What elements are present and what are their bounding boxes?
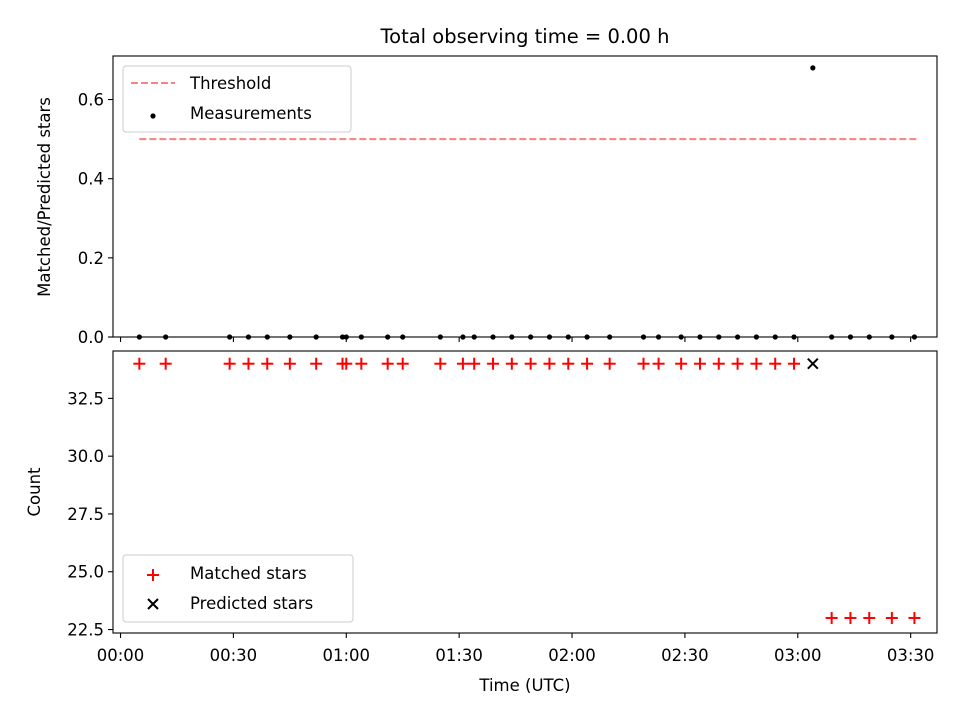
top-y-ticks: 0.0 0.2 0.4 0.6 [78,91,113,347]
top-panel: Total observing time = 0.00 h 0.00.20.40… [35,25,938,347]
bottom-y-tick-label: 25.0 [67,563,104,582]
matched-star-point [223,357,236,370]
matched-star-point [133,357,146,370]
matched-star-point [581,357,594,370]
matched-star-point [637,357,650,370]
matched-star-point [340,357,353,370]
matched-star-point [381,357,394,370]
threshold-legend-label: Threshold [189,74,271,93]
x-tick-label: 02:00 [548,646,596,665]
predicted-stars-legend-swatch [147,598,159,610]
bottom-y-tick-label: 27.5 [67,505,104,524]
matched-star-point [788,357,801,370]
measurement-point [810,65,816,71]
matched-star-point [468,357,481,370]
bottom-y-tick-label: 32.5 [67,389,104,408]
matched-star-point [603,357,616,370]
matched-star-point [261,357,274,370]
matched-star-point [524,357,537,370]
matched-star-point [675,357,688,370]
measurements-legend-label: Measurements [190,104,312,123]
top-y-tick-label: 0.0 [78,328,104,347]
top-y-tick-label: 0.6 [78,91,104,110]
matched-star-point [863,611,876,624]
matched-star-point [908,611,921,624]
matched-star-point [712,357,725,370]
bottom-legend-box [122,554,354,623]
bottom-panel: 22.5 25.0 27.5 30.0 32.5 00:00 00:30 01:00 01:3… [25,350,938,695]
top-axes-frame [112,55,938,338]
top-legend: Threshold Measurements [122,65,352,133]
top-legend-box [122,65,352,133]
matched-star-point [396,357,409,370]
matched-star-point [434,357,447,370]
bottom-x-ticks: 00:00 00:30 01:00 01:30 02:00 02:30 03:00 03:30 [97,633,935,665]
top-y-tick-label: 0.2 [78,249,104,268]
top-x-ticks [119,337,912,342]
matched-star-point [505,357,518,370]
matched-star-point [844,611,857,624]
bottom-plot-marks [133,357,921,624]
matched-star-point [487,357,500,370]
matched-star-point [885,611,898,624]
x-tick-label: 01:00 [322,646,370,665]
top-y-tick-label: 0.4 [78,170,104,189]
chart-title: Total observing time = 0.00 h [380,25,670,48]
bottom-axes-frame [112,350,938,634]
matched-star-point [750,357,763,370]
matched-stars-legend-label: Matched stars [190,564,307,583]
x-tick-label: 03:00 [774,646,822,665]
matched-star-point [355,357,368,370]
top-y-axis-label: Matched/Predicted stars [35,97,54,297]
matched-star-point [283,357,296,370]
top-plot-marks [136,65,919,340]
x-axis-label: Time (UTC) [478,676,570,695]
matched-star-point [825,611,838,624]
matched-star-point [731,357,744,370]
x-tick-label: 00:00 [97,646,145,665]
bottom-legend: Matched stars Predicted stars [122,554,354,623]
matched-star-point [159,357,172,370]
matched-star-point [693,357,706,370]
matched-star-point [310,357,323,370]
x-tick-label: 03:30 [887,646,935,665]
matched-star-point [456,357,469,370]
matched-star-point [652,357,665,370]
matched-star-point [769,357,782,370]
x-tick-label: 02:30 [661,646,709,665]
measurements-legend-swatch [150,113,156,119]
matched-star-point [543,357,556,370]
bottom-y-tick-label: 30.0 [67,447,104,466]
bottom-y-ticks: 22.5 25.0 27.5 30.0 32.5 [67,389,113,640]
bottom-y-tick-label: 22.5 [67,621,104,640]
bottom-y-axis-label: Count [25,467,44,517]
x-tick-label: 00:30 [210,646,258,665]
predicted-star-point [807,358,819,370]
matched-stars-legend-swatch [147,569,159,581]
matched-star-point [562,357,575,370]
predicted-stars-legend-label: Predicted stars [190,594,313,613]
matched-star-point [242,357,255,370]
x-tick-label: 01:30 [435,646,483,665]
